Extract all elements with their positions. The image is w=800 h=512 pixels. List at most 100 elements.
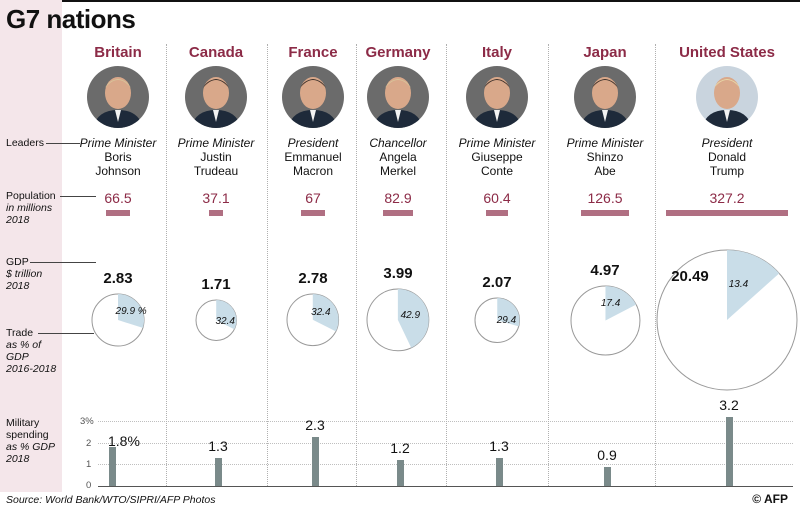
- leader-photo-germany: [367, 66, 429, 128]
- country-name-italy: Italy: [481, 44, 512, 61]
- leader-last-name: Abe: [594, 164, 616, 178]
- population-value-italy: 60.4: [483, 190, 511, 206]
- leader-last-name: Macron: [292, 164, 333, 178]
- trade-wedge: [496, 297, 520, 327]
- column-separator: [267, 44, 268, 486]
- gdp-value-united-states: 20.49: [671, 268, 709, 285]
- gdp-leader-line: [30, 262, 96, 263]
- column-separator: [166, 44, 167, 486]
- population-row-label: Population in millions 2018: [6, 190, 56, 226]
- gdp-trade-circle-france: [286, 293, 340, 347]
- population-value-germany: 82.9: [384, 190, 412, 206]
- gdp-value-canada: 1.71: [201, 275, 231, 293]
- leader-photo-britain: [87, 66, 149, 128]
- population-value-united-states: 327.2: [709, 190, 745, 206]
- leader-name-france: President Emmanuel Macron: [263, 136, 363, 178]
- country-name-japan: Japan: [583, 44, 627, 61]
- military-row-label: Military spending as % GDP 2018: [6, 417, 56, 465]
- top-rule: [0, 0, 800, 2]
- country-name-united-states: United States: [679, 44, 775, 61]
- leader-name-italy: Prime Minister Giuseppe Conte: [447, 136, 547, 178]
- population-value-japan: 126.5: [587, 190, 623, 206]
- leader-last-name: Conte: [480, 164, 514, 178]
- leader-photo-united-states: [696, 66, 758, 128]
- gdp-trade-circle-japan: [570, 285, 640, 355]
- leader-last-name: Merkel: [379, 164, 416, 178]
- gdp-trade-circle-canada: [195, 299, 237, 341]
- military-gridline-3: [98, 421, 793, 422]
- military-ytick-1: 1: [86, 459, 92, 470]
- leader-name-britain: Prime Minister Boris Johnson: [68, 136, 168, 178]
- afp-credit: © AFP: [752, 492, 788, 506]
- military-ytick-2: 2: [86, 438, 92, 449]
- column-separator: [446, 44, 447, 486]
- population-value-canada: 37.1: [202, 190, 230, 206]
- population-bar-united-states: [666, 210, 788, 216]
- trade-value-canada: 32.4: [215, 316, 235, 328]
- population-bar-germany: [382, 210, 414, 216]
- military-bar-germany: [396, 460, 404, 486]
- country-name-france: France: [288, 44, 338, 61]
- gdp-trade-circle-germany: [366, 288, 430, 352]
- trade-leader-line: [38, 333, 94, 334]
- leader-photo-italy: [466, 66, 528, 128]
- country-name-canada: Canada: [188, 44, 244, 61]
- leader-first-name: Angela: [379, 150, 417, 164]
- military-value-united-states: 3.2: [719, 397, 739, 414]
- row-label-sidebar: [0, 0, 62, 492]
- military-value-britain: 1.8%: [108, 433, 140, 450]
- population-bar-france: [300, 210, 326, 216]
- gdp-value-italy: 2.07: [482, 273, 512, 291]
- source-note: Source: World Bank/WTO/SIPRI/AFP Photos: [6, 494, 216, 506]
- gdp-value-britain: 2.83: [103, 269, 133, 287]
- military-baseline: [98, 486, 793, 487]
- trade-value-united-states: 13.4: [728, 278, 749, 290]
- leader-first-name: Giuseppe: [471, 150, 523, 164]
- population-bar-japan: [581, 210, 629, 216]
- military-bar-britain: [108, 447, 116, 486]
- gdp-trade-circle-united-states: [656, 249, 798, 391]
- trade-wedge: [397, 289, 429, 348]
- military-bar-canada: [214, 458, 222, 486]
- column-separator: [548, 44, 549, 486]
- military-ytick-3: 3%: [80, 416, 94, 427]
- trade-wedge: [727, 250, 780, 320]
- column-separator: [655, 44, 656, 486]
- trade-wedge: [312, 294, 339, 332]
- leaders-row-label: Leaders: [6, 137, 44, 149]
- trade-wedge: [604, 285, 636, 320]
- military-value-germany: 1.2: [390, 440, 410, 457]
- population-leader-line: [60, 196, 96, 197]
- gdp-value-france: 2.78: [298, 270, 328, 288]
- leader-photo-japan: [574, 66, 636, 128]
- military-value-japan: 0.9: [597, 446, 617, 463]
- population-value-france: 67: [305, 190, 321, 206]
- gdp-row-label: GDP $ trillion 2018: [6, 256, 43, 292]
- leader-role: Chancellor: [369, 136, 427, 150]
- gdp-trade-circle-italy: [474, 297, 520, 343]
- leader-photo-canada: [185, 66, 247, 128]
- leader-name-canada: Prime Minister Justin Trudeau: [166, 136, 266, 178]
- leader-first-name: Donald: [707, 150, 747, 164]
- military-bar-france: [311, 436, 319, 486]
- military-value-italy: 1.3: [489, 438, 509, 455]
- country-name-germany: Germany: [365, 44, 431, 61]
- leaders-leader-line: [46, 143, 80, 144]
- leader-first-name: Boris: [104, 150, 132, 164]
- leader-first-name: Shinzo: [586, 150, 624, 164]
- gdp-trade-circle-britain: [91, 293, 145, 347]
- military-gridline-2: [98, 443, 793, 444]
- leader-role: Prime Minister: [458, 136, 536, 150]
- leader-name-japan: Prime Minister Shinzo Abe: [555, 136, 655, 178]
- military-bar-italy: [495, 458, 503, 486]
- gdp-value-japan: 4.97: [590, 261, 620, 279]
- page-title: G7 nations: [6, 4, 136, 34]
- leader-last-name: Trump: [709, 164, 745, 178]
- leader-last-name: Trudeau: [193, 164, 239, 178]
- leader-role: President: [701, 136, 753, 150]
- trade-value-italy: 29.4: [496, 314, 517, 326]
- leader-name-germany: Chancellor Angela Merkel: [348, 136, 448, 178]
- military-ytick-0: 0: [86, 480, 92, 491]
- military-bar-japan: [603, 466, 611, 486]
- trade-value-britain: 29.9 %: [115, 305, 147, 317]
